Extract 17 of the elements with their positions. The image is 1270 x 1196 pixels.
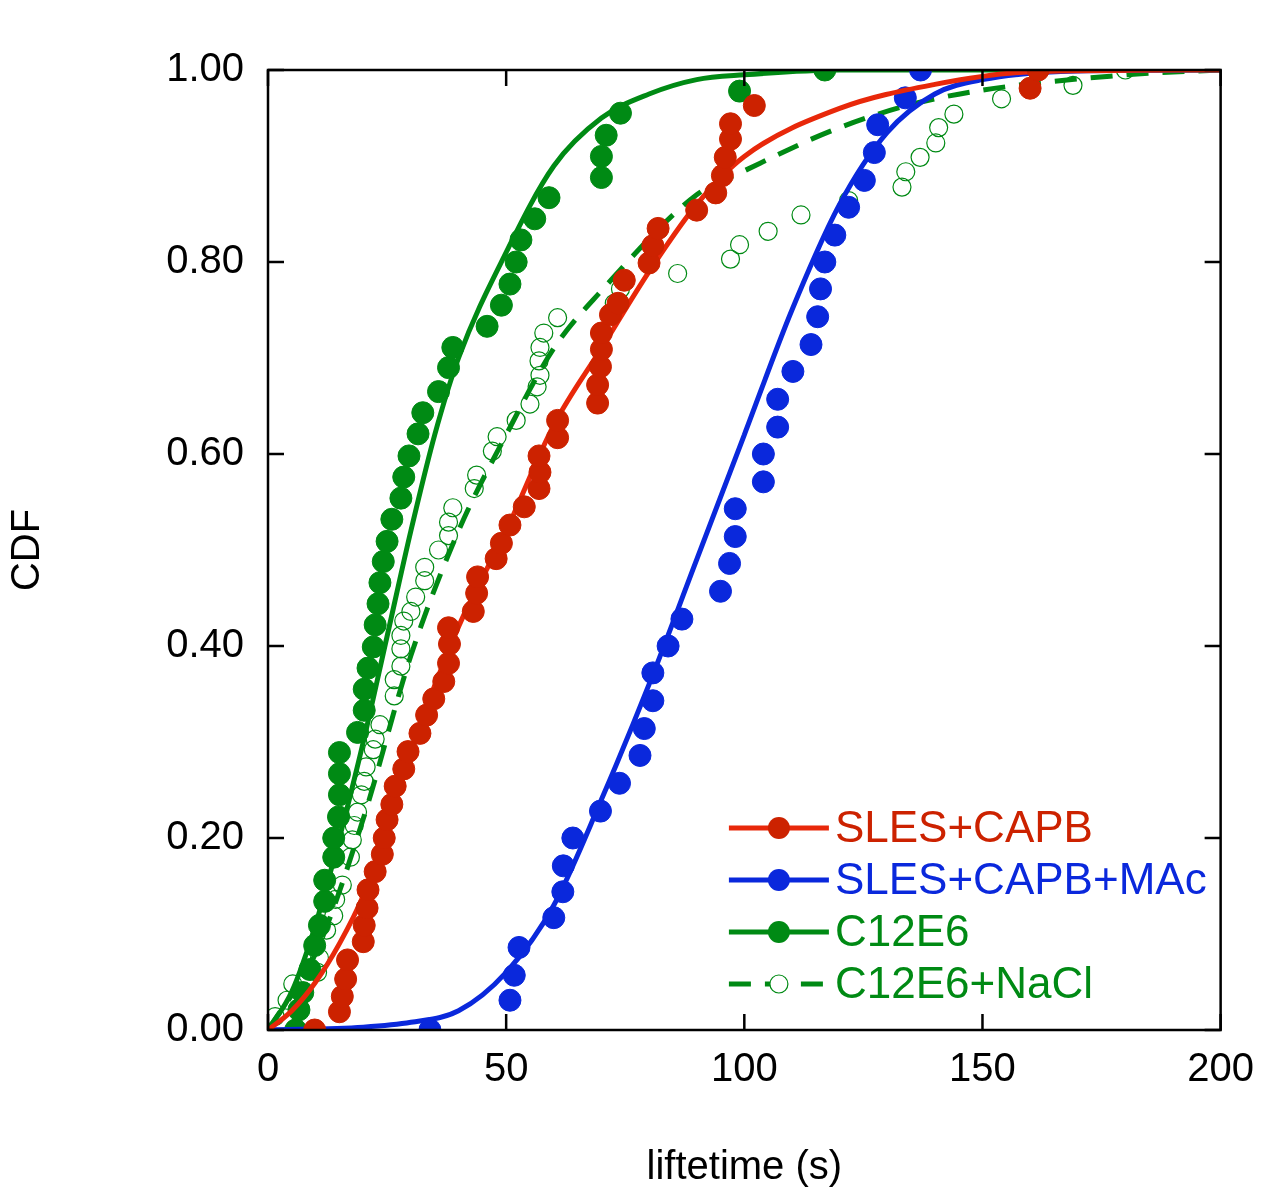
y-tick-label: 0.20 [166, 813, 244, 858]
legend-label: C12E6+NaCl [834, 958, 1093, 1008]
y-tick-label: 0.80 [166, 237, 244, 282]
y-tick-label: 1.00 [166, 45, 244, 90]
x-tick-label: 150 [949, 1045, 1016, 1090]
x-tick-label: 0 [256, 1045, 280, 1090]
y-tick-label: 0.00 [166, 1005, 244, 1050]
x-tick-label: 50 [483, 1045, 529, 1090]
legend-label: SLES+CAPB+MAc [834, 854, 1207, 904]
y-tick-label: 0.40 [166, 621, 244, 666]
legend-label: SLES+CAPB [834, 802, 1093, 852]
y-axis-title: CDF [3, 508, 48, 592]
legend-label: C12E6 [834, 906, 970, 956]
x-tick-label: 100 [710, 1045, 778, 1090]
x-axis-title: liftetime (s) [646, 1143, 843, 1188]
x-tick-label: 200 [1187, 1045, 1255, 1090]
y-tick-label: 0.60 [166, 429, 244, 474]
